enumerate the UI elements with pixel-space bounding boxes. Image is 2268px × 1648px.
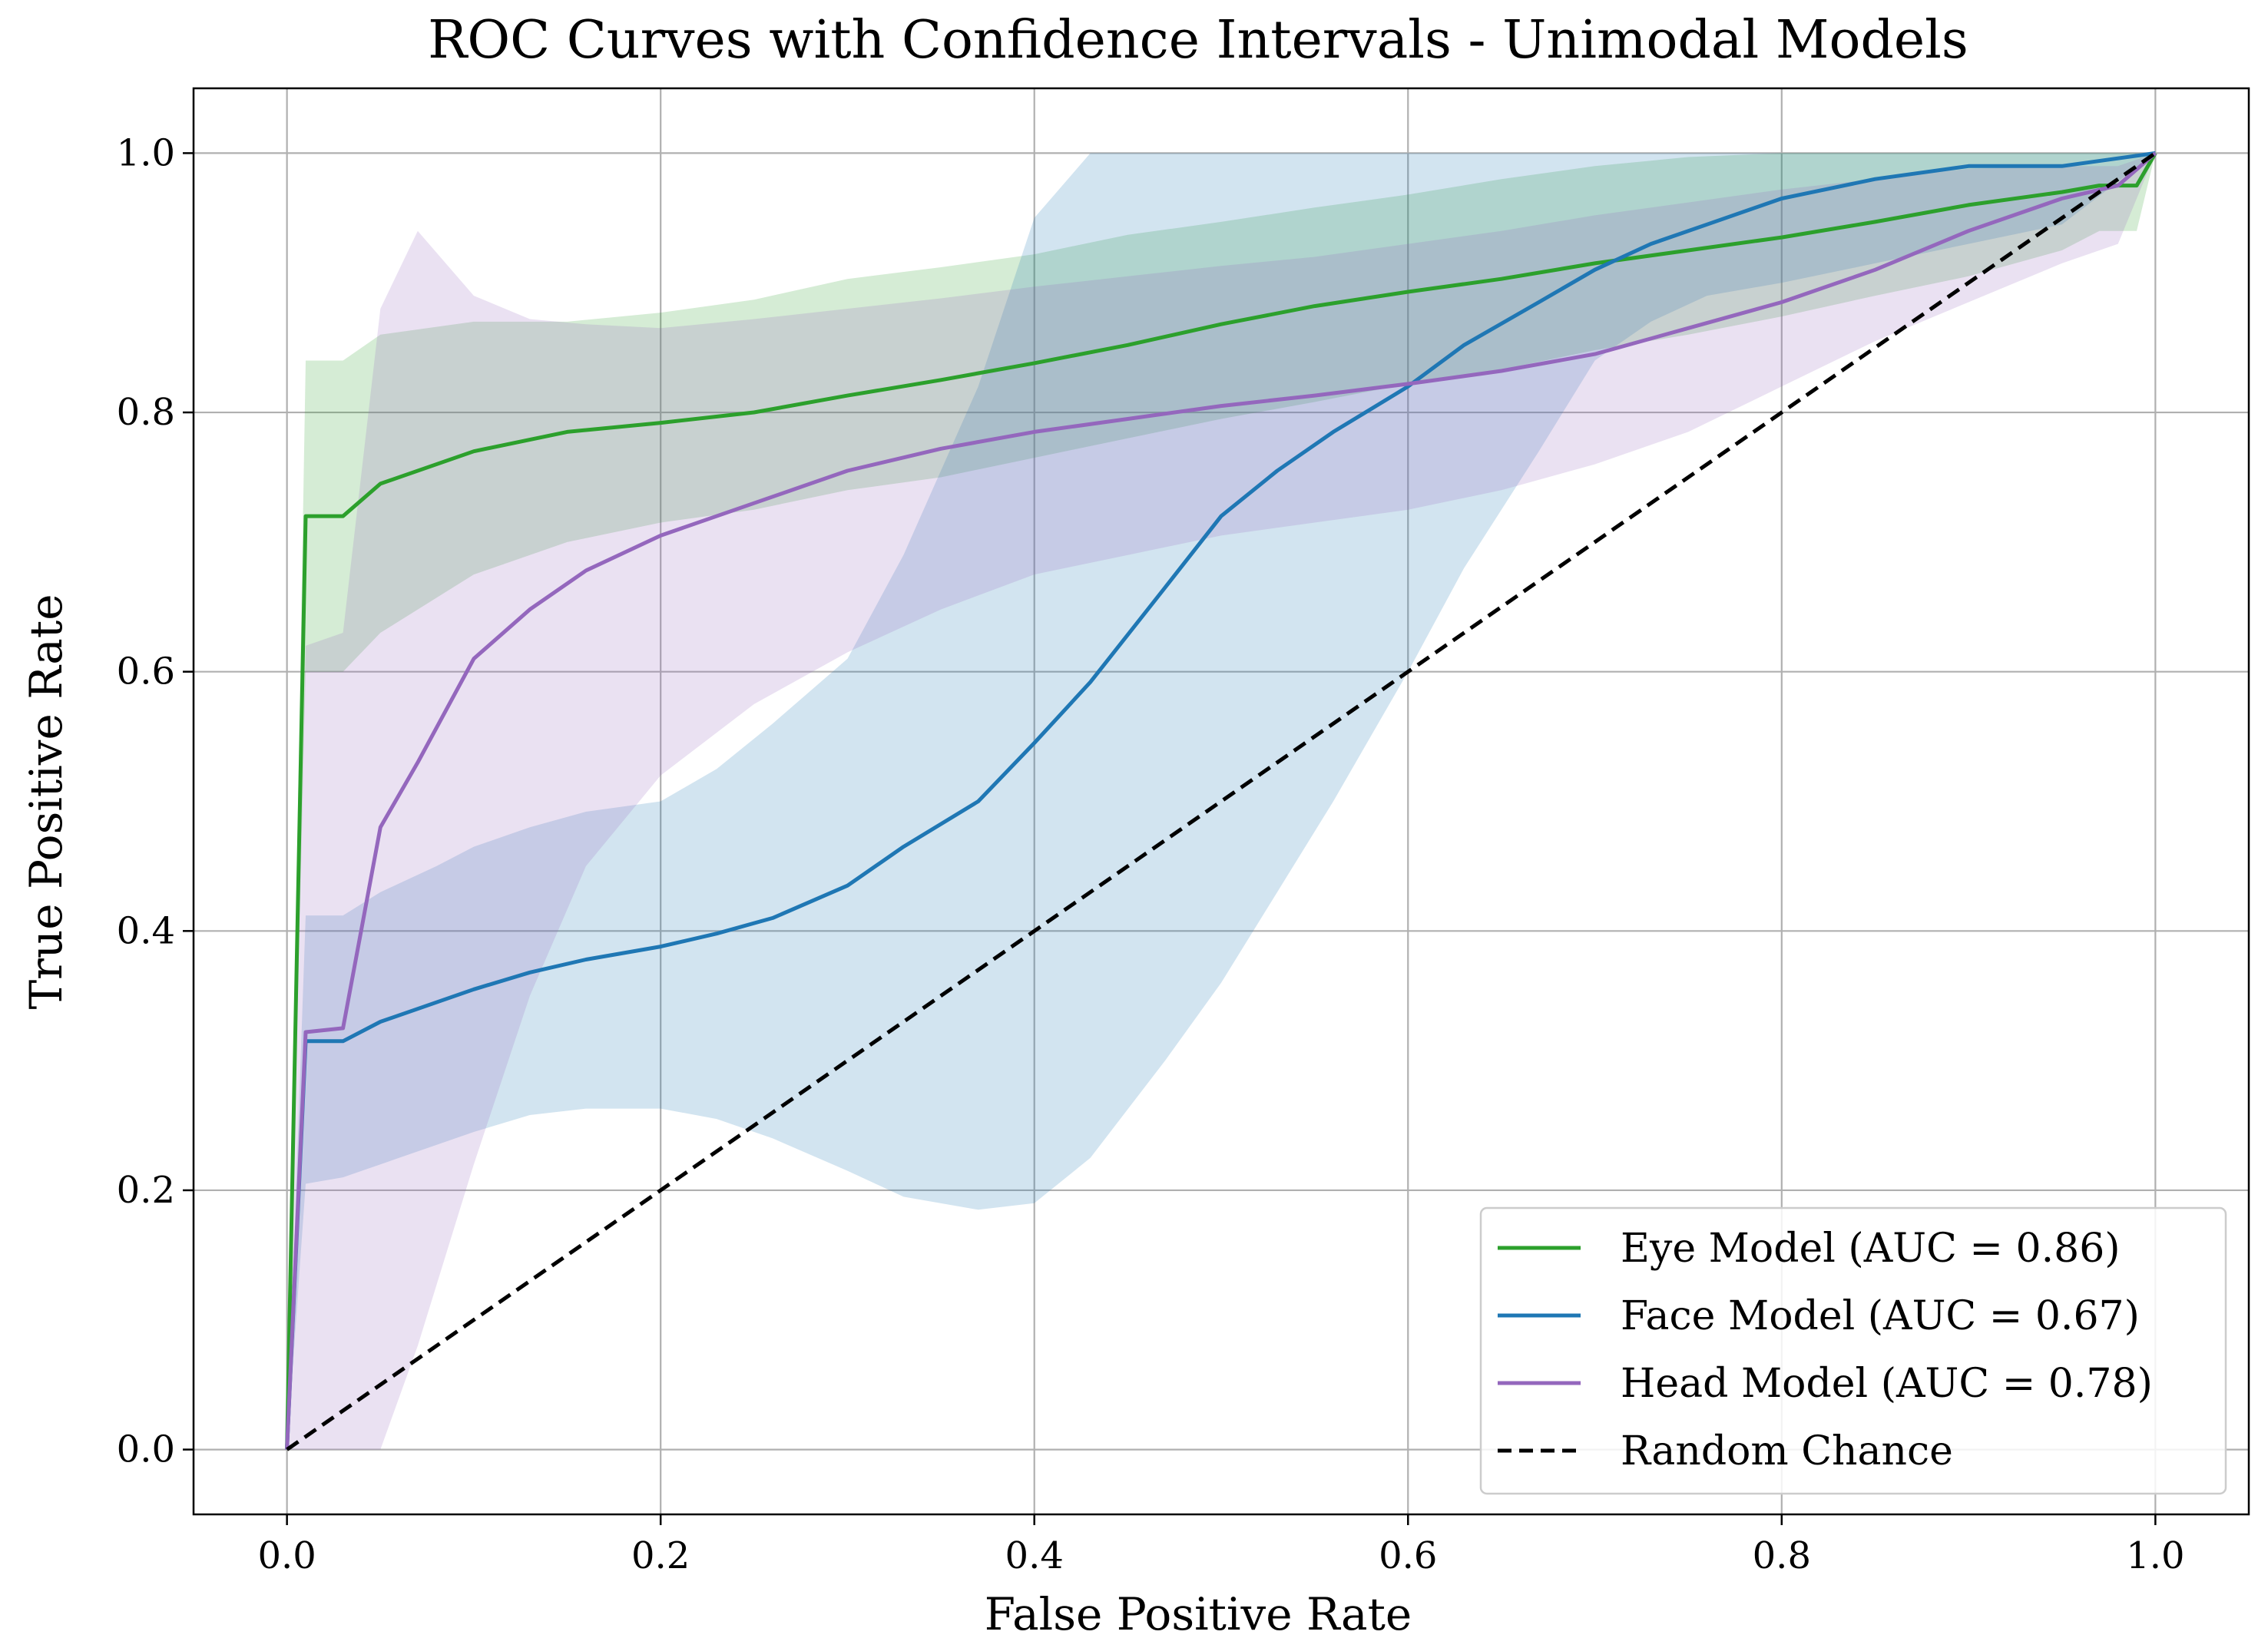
legend-label-head-model: Head Model (AUC = 0.78): [1621, 1361, 2153, 1407]
head-model-line: [285, 151, 2157, 1450]
x-tick-label: 0.2: [631, 1534, 690, 1577]
legend-box: [1479, 1206, 2227, 1495]
eye-model-line: [285, 152, 2157, 1450]
x-tick-label: 0.8: [1753, 1534, 1811, 1577]
axis-ticks: 0.0 0.2 0.4 0.6 0.8 1.0 0.0 0.2 0.4 0.6 0.8 1.0: [117, 131, 2185, 1577]
legend: Eye Model (AUC = 0.86) Face Model (AUC = …: [1479, 1206, 2227, 1495]
x-axis-title: False Positive Rate: [985, 1588, 1412, 1640]
grid-lines: [194, 88, 2249, 1514]
plot-frame: [192, 87, 2250, 1516]
legend-label-random-chance: Random Chance: [1621, 1428, 1953, 1474]
y-tick-label: 0.2: [117, 1169, 175, 1212]
random-chance-line: [286, 151, 2157, 1451]
y-tick-label: 1.0: [117, 131, 175, 174]
x-tick-label: 0.0: [257, 1534, 316, 1577]
x-tick-label: 1.0: [2126, 1534, 2184, 1577]
eye-model-confidence-band: [286, 153, 2156, 1450]
roc-lines: [285, 151, 2157, 1451]
chart-title: ROC Curves with Confidence Intervals - U…: [428, 10, 1968, 71]
y-tick-label: 0.0: [117, 1428, 175, 1471]
face-model-line: [285, 151, 2156, 1450]
head-model-confidence-band: [286, 153, 2156, 1450]
y-tick-label: 0.4: [117, 909, 175, 952]
y-axis-title: True Positive Rate: [20, 594, 72, 1009]
y-tick-label: 0.6: [117, 650, 175, 693]
x-tick-label: 0.4: [1005, 1534, 1064, 1577]
legend-label-face-model: Face Model (AUC = 0.67): [1621, 1293, 2140, 1339]
y-tick-label: 0.8: [117, 391, 175, 434]
x-tick-label: 0.6: [1379, 1534, 1437, 1577]
legend-label-eye-model: Eye Model (AUC = 0.86): [1621, 1226, 2121, 1272]
